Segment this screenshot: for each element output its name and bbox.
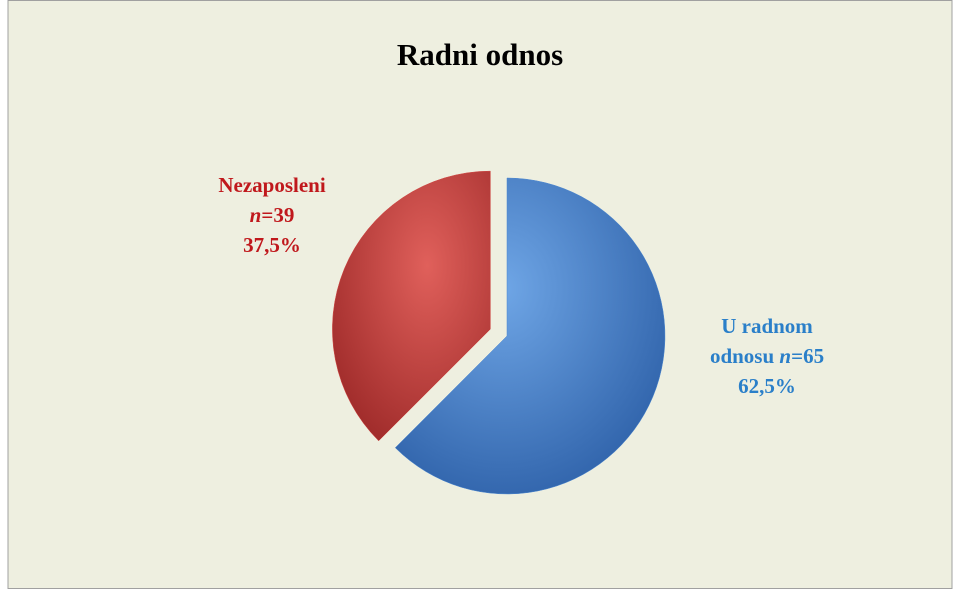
value-label: 62,5% [738, 374, 796, 398]
category-label: odnosu [710, 344, 779, 368]
pie-slice [394, 177, 666, 495]
count-symbol: n [250, 203, 262, 227]
count-symbol: n [779, 344, 791, 368]
value-label: 37,5% [243, 233, 301, 257]
count-label: 65 [803, 344, 824, 368]
count-label: 39 [273, 203, 294, 227]
pie-slice [332, 170, 491, 442]
count-sep: = [261, 203, 273, 227]
slice-label: odnosu n=65 [710, 344, 824, 368]
slice-label: U radnom [721, 314, 813, 338]
category-label: Nezaposleni [218, 173, 325, 197]
chart-title: Radni odnos [397, 37, 563, 72]
count-sep: = [791, 344, 803, 368]
slice-label: n=39 [250, 203, 295, 227]
